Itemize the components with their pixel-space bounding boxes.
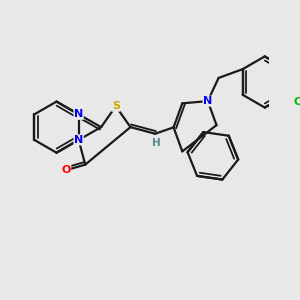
Text: Cl: Cl (293, 97, 300, 107)
Text: S: S (112, 101, 120, 111)
Text: N: N (203, 96, 212, 106)
Text: H: H (152, 138, 161, 148)
Text: O: O (61, 165, 71, 175)
Text: N: N (74, 135, 83, 145)
Text: N: N (74, 109, 83, 119)
